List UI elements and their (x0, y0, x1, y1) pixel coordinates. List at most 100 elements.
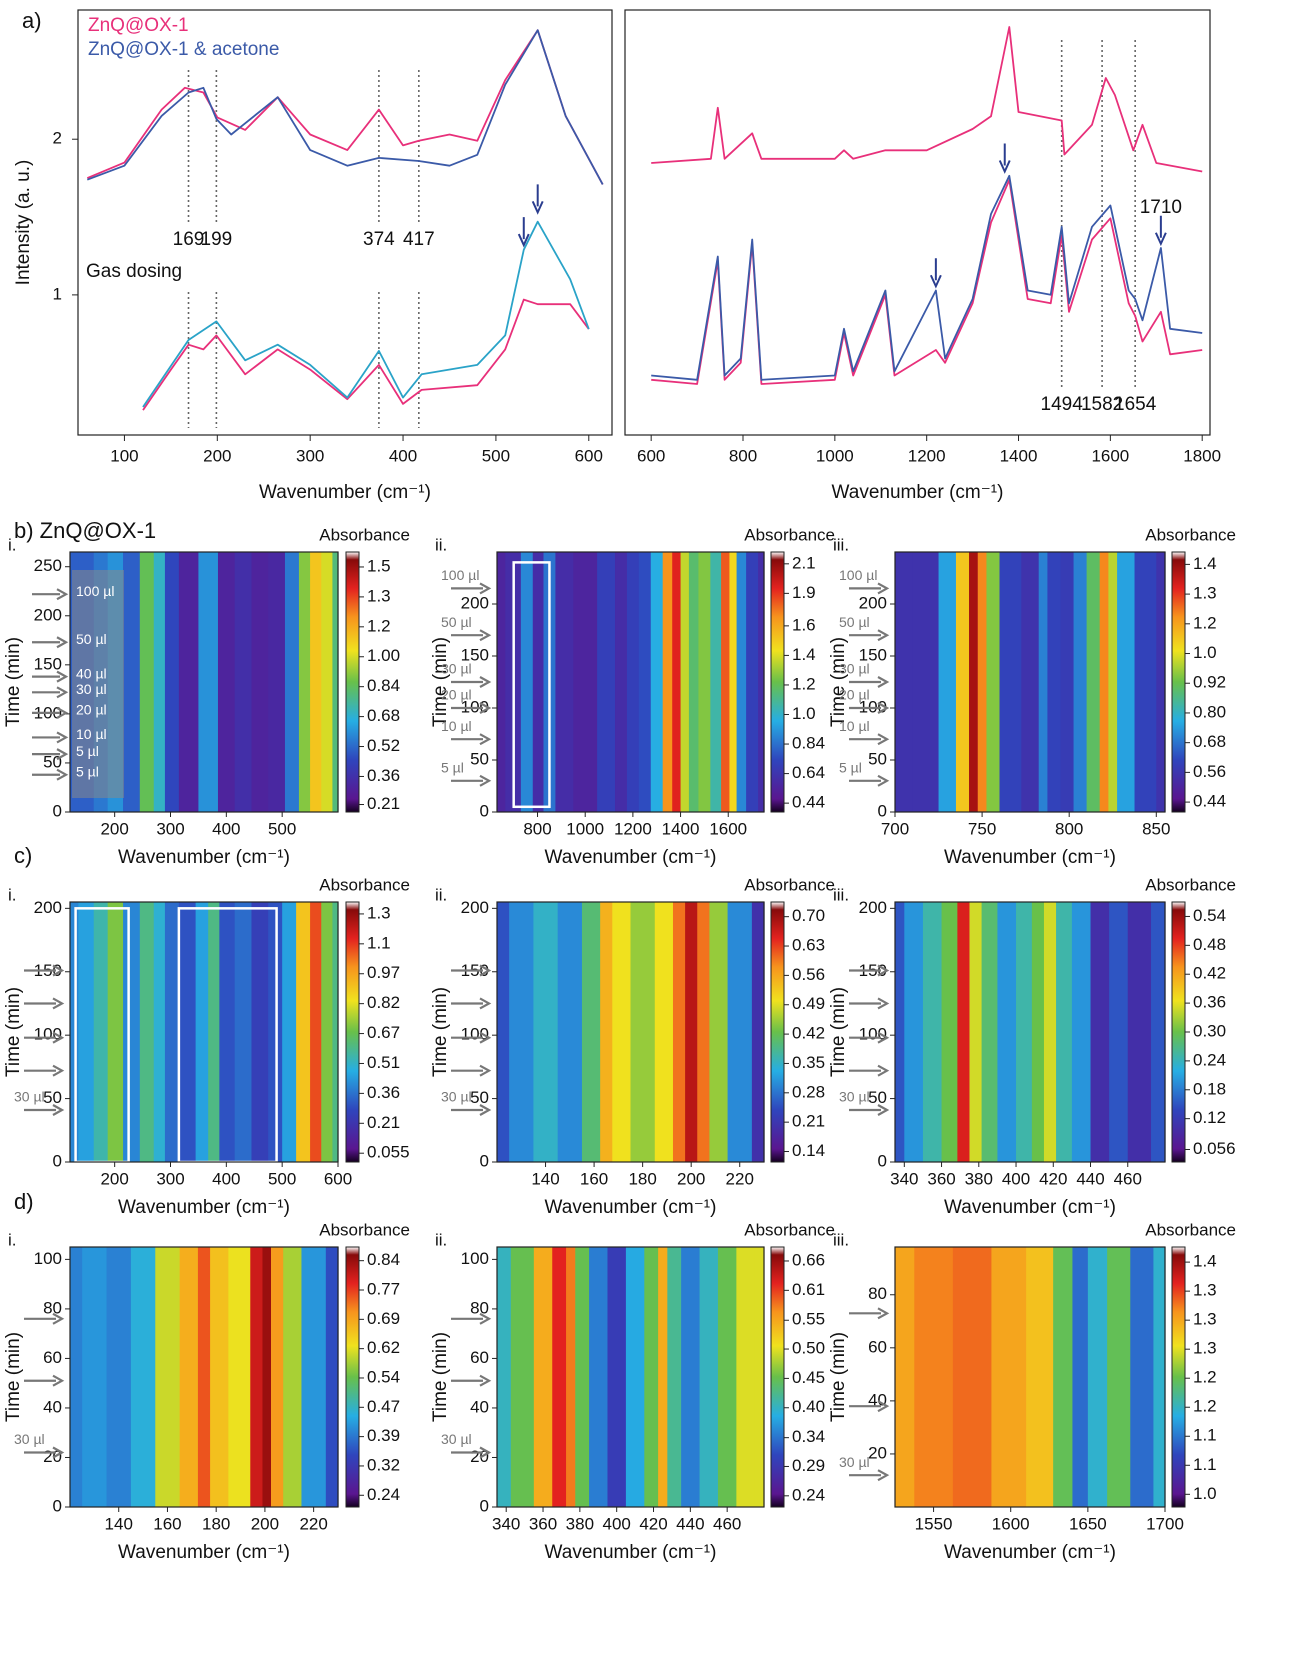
heat-stripe (552, 1247, 567, 1507)
heat-stripe (729, 552, 738, 812)
plot-frame (69, 901, 339, 1163)
y-axis-title: Intensity (a. u.) (13, 160, 34, 286)
subpanel-label: iii. (833, 885, 849, 904)
x-tick-label: 1550 (915, 1514, 953, 1533)
dosing-arrow (32, 686, 69, 699)
y-tick-label: 200 (34, 898, 62, 917)
dosing-label: 20 µl (76, 702, 107, 718)
colorbar-tick-label: 0.66 (792, 1250, 825, 1269)
dosing-arrow (849, 629, 890, 642)
heat-stripe (957, 902, 971, 1162)
x-tick-label: 700 (881, 819, 909, 838)
y-axis-title: Time (min) (430, 637, 451, 727)
y-axis-title: Time (min) (3, 1332, 24, 1422)
heat-stripe (697, 902, 710, 1162)
heat-stripe (1130, 1247, 1155, 1507)
colorbar-tick-label: 0.82 (367, 993, 400, 1012)
colorbar-tick-label: 1.5 (367, 556, 391, 575)
x-axis-title: Wavenumber (cm⁻¹) (944, 1542, 1116, 1563)
heat-stripe (746, 552, 759, 812)
x-tick-label: 400 (1002, 1169, 1030, 1188)
dosing-label: 30 µl (76, 681, 107, 697)
dosing-label: 100 µl (76, 583, 114, 599)
colorbar-tick-label: 1.3 (1193, 1310, 1217, 1329)
x-axis-title: Wavenumber (cm⁻¹) (118, 1197, 290, 1218)
heat-stripe (600, 902, 613, 1162)
heat-stripe (250, 1247, 264, 1507)
y-tick-label: 80 (43, 1298, 62, 1317)
heat-stripe (895, 1247, 915, 1507)
heat-stripe (709, 902, 729, 1162)
x-tick-label: 200 (100, 819, 128, 838)
x-tick-label: 460 (1114, 1169, 1142, 1188)
heat-stripe (1087, 1247, 1108, 1507)
heat-stripe (107, 902, 124, 1162)
heat-stripe (1156, 552, 1166, 812)
colorbar-tick-label: 0.80 (1193, 702, 1226, 721)
colorbar-tick-label: 0.47 (367, 1397, 400, 1416)
dosing-arrow (849, 964, 890, 977)
heat-stripe (1053, 1247, 1074, 1507)
annotation: Gas dosing (86, 261, 182, 282)
heat-stripe (533, 1247, 553, 1507)
colorbar-title: Absorbance (319, 1220, 410, 1239)
colorbar-tick-label: 0.84 (367, 676, 400, 695)
heat-stripe (573, 552, 598, 812)
heat-stripe (296, 902, 311, 1162)
x-tick-label: 1400 (662, 819, 700, 838)
heat-stripe (1134, 552, 1157, 812)
heat-stripe (977, 552, 988, 812)
heat-stripe (139, 552, 155, 812)
colorbar-tick-label: 1.4 (792, 645, 816, 664)
spectrum-line (651, 174, 1203, 381)
heat-stripe (298, 552, 311, 812)
heat-stripe (271, 1247, 284, 1507)
colorbar-tick-label: 1.3 (1193, 1339, 1217, 1358)
y-tick-label: 200 (34, 605, 62, 624)
colorbar-title: Absorbance (1145, 525, 1236, 544)
y-tick-label: 50 (868, 1088, 887, 1107)
colorbar-tick-label: 0.68 (1193, 732, 1226, 751)
dosing-label: 5 µl (839, 760, 862, 776)
colorbar-tick-label: 0.18 (1193, 1079, 1226, 1098)
heat-stripe (301, 1247, 327, 1507)
x-tick-label: 1200 (908, 446, 946, 465)
plot-frame (894, 901, 1166, 1163)
colorbar-tick-label: 1.4 (1193, 1252, 1217, 1271)
dosing-arrow (32, 748, 69, 761)
colorbar-tick-label: 1.3 (367, 586, 391, 605)
heat-stripe (680, 552, 690, 812)
heat-stripe (310, 902, 322, 1162)
heat-stripe (969, 902, 983, 1162)
heat-stripe (1038, 552, 1049, 812)
panel-label: b) ZnQ@OX-1 (14, 518, 156, 543)
dosing-arrow (32, 768, 69, 781)
x-tick-label: 220 (726, 1169, 754, 1188)
heat-stripe (721, 552, 731, 812)
heat-stripe (532, 552, 545, 812)
heat-stripe (332, 902, 339, 1162)
dosing-arrow (24, 1031, 65, 1044)
heat-stripe (981, 902, 999, 1162)
peak-label: 1582 (1081, 394, 1123, 415)
y-tick-label: 250 (34, 556, 62, 575)
x-tick-label: 300 (156, 1169, 184, 1188)
heat-stripe (1072, 1247, 1089, 1507)
x-tick-label: 100 (110, 446, 138, 465)
dosing-arrow (451, 774, 492, 787)
heat-stripe (123, 552, 141, 812)
peak-label: 169 (173, 229, 205, 250)
x-tick-label: 340 (890, 1169, 918, 1188)
dosing-arrow (849, 1031, 890, 1044)
heat-stripe (155, 1247, 181, 1507)
dosing-label: 10 µl (441, 718, 472, 734)
dosing-arrow (24, 964, 65, 977)
heat-stripe (509, 902, 535, 1162)
heat-stripe (736, 552, 747, 812)
y-tick-label: 200 (859, 593, 887, 612)
colorbar-tick-label: 0.62 (367, 1338, 400, 1357)
heat-stripe (922, 902, 943, 1162)
dosing-arrow (849, 774, 890, 787)
colorbar-tick-label: 0.70 (792, 906, 825, 925)
